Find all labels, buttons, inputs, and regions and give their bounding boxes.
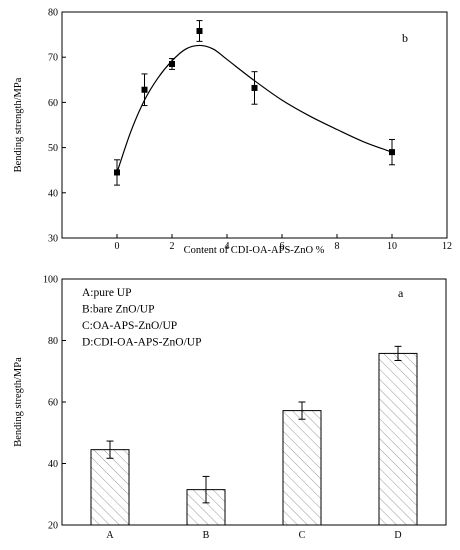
data-point xyxy=(141,73,148,107)
y-axis-label: Bending strength/MPa xyxy=(13,77,24,172)
bar xyxy=(378,352,418,526)
x-axis-label: Content of CDI-OA-APS-ZnO % xyxy=(184,245,325,256)
data-point xyxy=(389,138,395,166)
y-tick-label: 80 xyxy=(48,8,58,19)
y-tick-label: 40 xyxy=(48,459,58,470)
data-points xyxy=(114,20,395,186)
category-label: C xyxy=(299,530,306,541)
y-tick-label: 100 xyxy=(43,275,58,286)
point-marker xyxy=(251,84,258,91)
x-tick-label: 2 xyxy=(170,241,175,252)
x-tick-label: 10 xyxy=(387,241,397,252)
y-axis-ticks: 20 40 60 80 100 xyxy=(43,275,66,532)
point-marker xyxy=(196,27,203,34)
data-point xyxy=(196,20,203,42)
x-tick-label: 6 xyxy=(280,241,285,252)
y-tick-label: 60 xyxy=(48,98,58,109)
data-point xyxy=(114,159,120,186)
line-chart-panel: 30 40 50 60 70 80 0 2 4 6 8 10 12 b Content of CDI-… xyxy=(13,8,452,257)
panel-label: a xyxy=(398,286,404,300)
bar xyxy=(90,449,130,526)
x-axis-ticks: 0 2 4 6 8 10 12 xyxy=(115,234,452,252)
y-tick-label: 40 xyxy=(48,188,58,199)
y-tick-label: 50 xyxy=(48,143,58,154)
bar-b xyxy=(186,475,226,526)
point-marker xyxy=(169,60,175,67)
y-tick-label: 30 xyxy=(48,234,58,245)
x-tick-label: 0 xyxy=(115,241,120,252)
bar-chart-panel: 20 40 60 80 100 A B C D a A:pure UP B:bare ZnO/U… xyxy=(13,275,447,541)
panel-label: b xyxy=(402,31,408,45)
y-tick-label: 70 xyxy=(48,53,58,64)
category-labels: A B C D xyxy=(106,530,401,541)
legend: A:pure UP B:bare ZnO/UP C:OA-APS-ZnO/UP D:C… xyxy=(82,287,201,349)
legend-entry: B:bare ZnO/UP xyxy=(82,304,155,316)
point-marker xyxy=(141,86,148,93)
bar-c xyxy=(282,401,322,526)
x-tick-label: 8 xyxy=(335,241,340,252)
bar xyxy=(282,410,322,526)
x-tick-label: 4 xyxy=(225,241,230,252)
point-marker xyxy=(389,149,395,156)
y-tick-label: 60 xyxy=(48,398,58,409)
y-tick-label: 80 xyxy=(48,336,58,347)
legend-entry: D:CDI-OA-APS-ZnO/UP xyxy=(82,337,201,349)
y-axis-ticks: 30 40 50 60 70 80 xyxy=(48,8,66,245)
y-axis-label: Bending stregth/MPa xyxy=(13,357,24,447)
bar-d xyxy=(378,345,418,526)
data-point xyxy=(169,58,175,70)
category-label: B xyxy=(203,530,210,541)
category-label: D xyxy=(394,530,401,541)
legend-entry: A:pure UP xyxy=(82,287,132,299)
point-marker xyxy=(114,169,120,176)
legend-entry: C:OA-APS-ZnO/UP xyxy=(82,320,177,332)
fit-curve xyxy=(116,44,393,173)
y-tick-label: 20 xyxy=(48,521,58,532)
x-tick-label: 12 xyxy=(442,241,452,252)
bars xyxy=(90,345,418,526)
bar-a xyxy=(90,440,130,526)
data-point xyxy=(251,71,258,105)
plot-frame xyxy=(61,11,448,239)
category-label: A xyxy=(106,530,114,541)
